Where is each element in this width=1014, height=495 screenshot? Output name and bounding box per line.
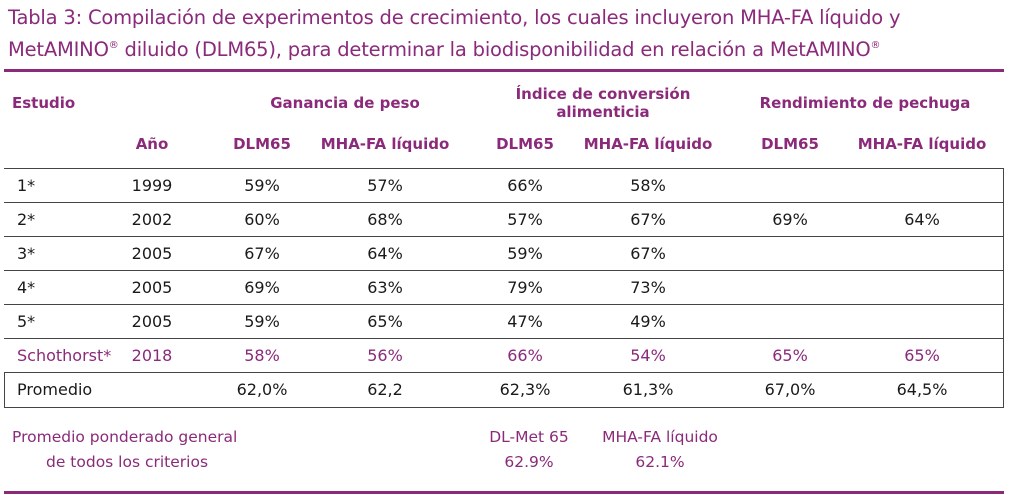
footer-label: Promedio ponderado general de todos los … xyxy=(12,425,237,475)
row-border-left xyxy=(4,373,5,407)
footer-label-line-2: de todos los criterios xyxy=(46,453,209,471)
header-indice-mha: MHA-FA líquido xyxy=(583,135,713,153)
cell-ganancia-mha: 62,2 xyxy=(367,380,403,399)
cell-indice-dlm65: 66% xyxy=(507,346,543,365)
row-border-right xyxy=(1003,271,1004,305)
cell-rendimiento-dlm65: 69% xyxy=(772,210,808,229)
table-row: 1* 1999 59% 57% 66% 58% xyxy=(4,168,1004,203)
cell-ganancia-dlm65: 62,0% xyxy=(236,380,288,399)
row-border-right xyxy=(1003,237,1004,271)
footer-label-line-1: Promedio ponderado general xyxy=(12,428,238,446)
cell-indice-mha: 61,3% xyxy=(622,380,674,399)
cell-ganancia-mha: 65% xyxy=(367,312,403,331)
footer-mha-label: MHA-FA líquido xyxy=(602,428,718,446)
cell-rendimiento-dlm65: 67,0% xyxy=(764,380,816,399)
cell-ganancia-mha: 57% xyxy=(367,176,403,195)
cell-ano: 2018 xyxy=(131,346,173,365)
header-indice-line-1: Índice de conversión xyxy=(515,85,691,103)
header-indice-conversion: Índice de conversión alimenticia xyxy=(516,85,691,121)
cell-estudio: 4* xyxy=(17,278,36,297)
header-estudio: Estudio xyxy=(12,94,76,112)
row-border-right xyxy=(1003,373,1004,407)
table-row: 2* 2002 60% 68% 57% 67% 69% 64% xyxy=(4,202,1004,237)
cell-ano: 1999 xyxy=(131,176,173,195)
cell-estudio: 5* xyxy=(17,312,36,331)
cell-indice-dlm65: 47% xyxy=(507,312,543,331)
header-ganancia-dlm65: DLM65 xyxy=(233,135,291,153)
header-indice-dlm65: DLM65 xyxy=(496,135,554,153)
cell-ano: 2005 xyxy=(131,244,173,263)
cell-ganancia-dlm65: 67% xyxy=(244,244,280,263)
row-border-right xyxy=(1003,305,1004,339)
caption-line-2: MetAMINO® diluido (DLM65), para determin… xyxy=(8,32,1008,64)
caption-metamino-1: MetAMINO xyxy=(8,38,109,61)
row-border-right xyxy=(1003,203,1004,237)
cell-estudio: 1* xyxy=(17,176,36,195)
cell-ganancia-dlm65: 69% xyxy=(244,278,280,297)
table-row: Schothorst* 2018 58% 56% 66% 54% 65% 65% xyxy=(4,338,1004,373)
cell-indice-mha: 58% xyxy=(630,176,666,195)
cell-indice-dlm65: 79% xyxy=(507,278,543,297)
header-rendimiento-de-pechuga: Rendimiento de pechuga xyxy=(759,94,971,112)
cell-indice-dlm65: 62,3% xyxy=(499,380,551,399)
cell-ganancia-dlm65: 58% xyxy=(244,346,280,365)
cell-indice-dlm65: 59% xyxy=(507,244,543,263)
table-row: 4* 2005 69% 63% 79% 73% xyxy=(4,270,1004,305)
footer-dlmet: DL-Met 65 62.9% xyxy=(489,425,569,475)
cell-estudio: Promedio xyxy=(17,380,93,399)
cell-estudio: 3* xyxy=(17,244,36,263)
registered-mark-2: ® xyxy=(870,40,881,51)
cell-indice-mha: 73% xyxy=(630,278,666,297)
cell-ganancia-dlm65: 59% xyxy=(244,176,280,195)
footer-dlmet-label: DL-Met 65 xyxy=(489,428,569,446)
cell-estudio: 2* xyxy=(17,210,36,229)
cell-indice-dlm65: 57% xyxy=(507,210,543,229)
cell-indice-mha: 54% xyxy=(630,346,666,365)
table-row-average: Promedio 62,0% 62,2 62,3% 61,3% 67,0% 64… xyxy=(4,372,1004,408)
cell-rendimiento-mha: 64% xyxy=(904,210,940,229)
table-caption: Tabla 3: Compilación de experimentos de … xyxy=(8,4,1008,64)
caption-line-2-text: diluido (DLM65), para determinar la biod… xyxy=(118,38,871,61)
cell-ganancia-mha: 68% xyxy=(367,210,403,229)
registered-mark-1: ® xyxy=(108,40,119,51)
cell-indice-mha: 67% xyxy=(630,244,666,263)
footer-mha: MHA-FA líquido 62.1% xyxy=(602,425,718,475)
cell-ano: 2005 xyxy=(131,278,173,297)
cell-indice-mha: 49% xyxy=(630,312,666,331)
header-rendimiento-mha: MHA-FA líquido xyxy=(857,135,987,153)
cell-ganancia-dlm65: 60% xyxy=(244,210,280,229)
caption-line-1: Tabla 3: Compilación de experimentos de … xyxy=(8,6,901,29)
cell-rendimiento-mha: 64,5% xyxy=(896,380,948,399)
row-border-right xyxy=(1003,169,1004,203)
cell-estudio: Schothorst* xyxy=(17,346,112,365)
cell-ganancia-mha: 63% xyxy=(367,278,403,297)
cell-ganancia-dlm65: 59% xyxy=(244,312,280,331)
data-table: Estudio Ganancia de peso Índice de conve… xyxy=(4,69,1004,494)
header-rendimiento-dlm65: DLM65 xyxy=(761,135,819,153)
cell-ganancia-mha: 56% xyxy=(367,346,403,365)
cell-rendimiento-mha: 65% xyxy=(904,346,940,365)
row-border-right xyxy=(1003,339,1004,373)
header-indice-line-2: alimenticia xyxy=(556,103,650,121)
footer-mha-value: 62.1% xyxy=(635,453,685,471)
header-ganancia-mha: MHA-FA líquido xyxy=(320,135,450,153)
header-ganancia-de-peso: Ganancia de peso xyxy=(270,94,420,112)
cell-ganancia-mha: 64% xyxy=(367,244,403,263)
cell-indice-mha: 67% xyxy=(630,210,666,229)
cell-indice-dlm65: 66% xyxy=(507,176,543,195)
table-row: 3* 2005 67% 64% 59% 67% xyxy=(4,236,1004,271)
cell-rendimiento-dlm65: 65% xyxy=(772,346,808,365)
table-row: 5* 2005 59% 65% 47% 49% xyxy=(4,304,1004,339)
header-ano: Año xyxy=(135,135,169,153)
cell-ano: 2005 xyxy=(131,312,173,331)
footer-dlmet-value: 62.9% xyxy=(504,453,554,471)
cell-ano: 2002 xyxy=(131,210,173,229)
